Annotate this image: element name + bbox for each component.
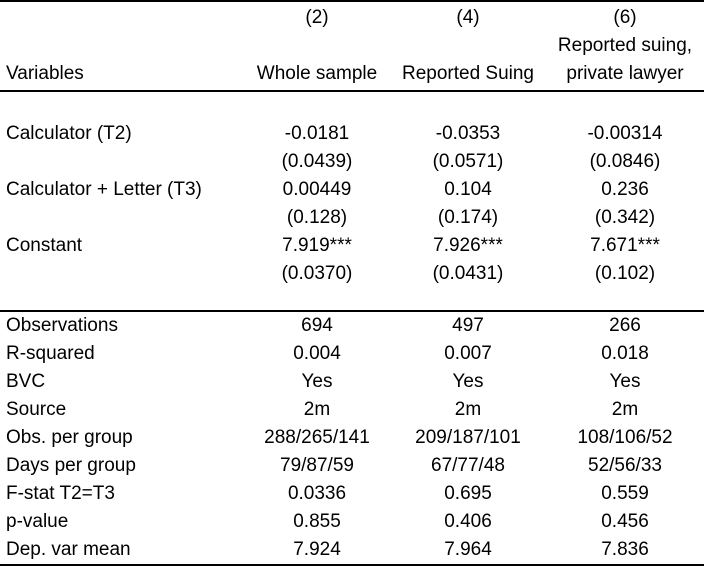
stat-row: Dep. var mean 7.924 7.964 7.836 (0, 536, 704, 566)
column-number: (4) (390, 0, 546, 32)
column-number: (2) (244, 0, 390, 32)
standard-error: (0.0439) (281, 151, 353, 172)
stat-value: 0.456 (601, 511, 649, 532)
column-title: Whole sample (244, 60, 390, 92)
variable-label: Calculator (T2) (6, 123, 132, 144)
statistics-section: Observations 694 497 266 R-squared 0.004… (0, 310, 704, 566)
standard-error: (0.0370) (281, 263, 353, 284)
stat-label: Dep. var mean (0, 536, 244, 566)
coefficient-value: -0.00314 (587, 123, 663, 144)
table-header: (2) (4) (6) Reported suing, Variables Wh… (0, 0, 704, 92)
header-blank-cell (0, 0, 244, 32)
stat-label: p-value (6, 511, 69, 532)
coefficient-row: Constant 7.919*** 7.926*** 7.671*** (0, 232, 704, 260)
standard-error-row: (0.128) (0.174) (0.342) (0, 204, 704, 232)
stat-row: Observations 694 497 266 (0, 310, 704, 340)
stat-value: 79/87/59 (280, 455, 354, 476)
stat-value: 67/77/48 (431, 455, 505, 476)
standard-error: (0.102) (594, 263, 656, 284)
stat-value: 266 (546, 310, 704, 340)
stat-value: 0.004 (293, 343, 341, 364)
stat-label: Days per group (6, 455, 136, 476)
stat-label: F-stat T2=T3 (6, 483, 115, 504)
coefficient-value: -0.0181 (284, 123, 350, 144)
stat-label: BVC (6, 371, 46, 392)
stat-label: Obs. per group (6, 427, 133, 448)
stat-value: 0.007 (444, 343, 492, 364)
coefficient-row: Calculator (T2) -0.0181 -0.0353 -0.00314 (0, 120, 704, 148)
standard-error: (0.0431) (432, 263, 504, 284)
variable-label: Constant (6, 235, 83, 256)
column-title-row: Variables Whole sample Reported Suing pr… (0, 60, 704, 92)
stat-value: 7.836 (546, 536, 704, 566)
stat-value: 288/265/141 (264, 427, 370, 448)
column-title-line1: Reported suing, (557, 35, 693, 56)
standard-error: (0.342) (594, 207, 656, 228)
stat-value: 2m (454, 399, 482, 420)
stat-value: 0.406 (444, 511, 492, 532)
stat-value: 108/106/52 (577, 427, 673, 448)
standard-error: (0.0846) (589, 151, 661, 172)
stat-value: 2m (611, 399, 639, 420)
variables-heading: Variables (0, 60, 244, 92)
stat-row: F-stat T2=T3 0.0336 0.695 0.559 (0, 480, 704, 508)
stat-row: Days per group 79/87/59 67/77/48 52/56/3… (0, 452, 704, 480)
stat-row: R-squared 0.004 0.007 0.018 (0, 340, 704, 368)
stat-value: 694 (244, 310, 390, 340)
stat-value: 209/187/101 (415, 427, 521, 448)
coefficient-value: 7.671*** (590, 235, 660, 256)
column-number: (6) (546, 0, 704, 32)
coefficient-value: -0.0353 (435, 123, 501, 144)
stat-row: p-value 0.855 0.406 0.456 (0, 508, 704, 536)
stat-value: 7.964 (390, 536, 546, 566)
stat-value: 0.559 (601, 483, 649, 504)
stat-row: Obs. per group 288/265/141 209/187/101 1… (0, 424, 704, 452)
stat-value: 0.695 (444, 483, 492, 504)
stat-value: 7.924 (244, 536, 390, 566)
stat-value: Yes (452, 371, 484, 392)
coefficient-value: 0.236 (601, 179, 649, 200)
stat-label: Observations (0, 310, 244, 340)
stat-value: 497 (390, 310, 546, 340)
coefficient-value: 0.104 (444, 179, 492, 200)
column-number-row: (2) (4) (6) (0, 0, 704, 32)
stat-value: 0.0336 (287, 483, 347, 504)
stat-label: R-squared (6, 343, 95, 364)
coefficient-value: 7.919*** (282, 235, 352, 256)
stat-value: 2m (303, 399, 331, 420)
column-subtitle-row: Reported suing, (0, 32, 704, 60)
stat-row: Source 2m 2m 2m (0, 396, 704, 424)
stat-value: 0.018 (601, 343, 649, 364)
stat-label: Source (6, 399, 67, 420)
standard-error-row: (0.0370) (0.0431) (0.102) (0, 260, 704, 288)
standard-error: (0.0571) (432, 151, 504, 172)
standard-error-row: (0.0439) (0.0571) (0.0846) (0, 148, 704, 176)
stat-value: 0.855 (293, 511, 341, 532)
column-title: Reported Suing (390, 60, 546, 92)
coefficient-value: 7.926*** (433, 235, 503, 256)
stat-row: BVC Yes Yes Yes (0, 368, 704, 396)
standard-error: (0.174) (437, 207, 499, 228)
coefficients-section: Calculator (T2) -0.0181 -0.0353 -0.00314… (0, 91, 704, 311)
stat-value: Yes (301, 371, 333, 392)
stat-value: 52/56/33 (588, 455, 662, 476)
coefficient-value: 0.00449 (282, 179, 352, 200)
column-title: private lawyer (546, 60, 704, 92)
stat-value: Yes (609, 371, 641, 392)
coefficient-row: Calculator + Letter (T3) 0.00449 0.104 0… (0, 176, 704, 204)
variable-label: Calculator + Letter (T3) (6, 179, 202, 200)
standard-error: (0.128) (286, 207, 348, 228)
